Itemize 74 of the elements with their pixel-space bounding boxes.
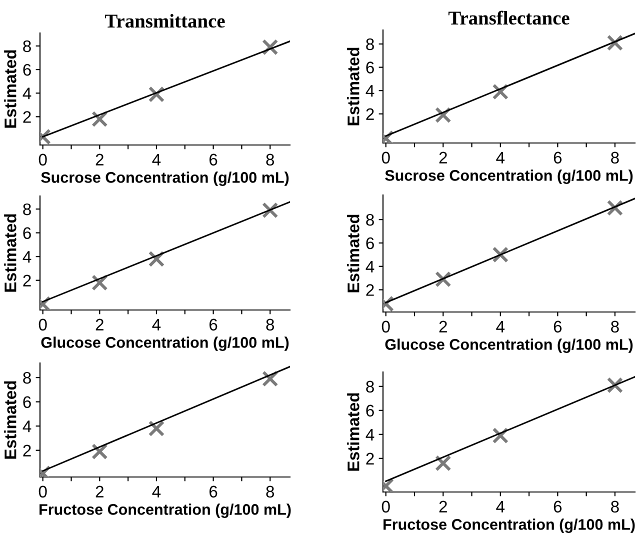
y-tick-label: 8 xyxy=(23,40,31,52)
point xyxy=(262,202,278,218)
y-tick-label: 4 xyxy=(366,260,374,272)
x-tick-label: 6 xyxy=(210,154,218,166)
x-tick-label: 4 xyxy=(496,500,505,512)
x-tick-label: 0 xyxy=(38,154,47,166)
x-tick-label: 2 xyxy=(96,486,104,498)
y-tick-label: 4 xyxy=(22,88,32,100)
x-tick-label: 8 xyxy=(611,500,619,513)
y-tick-label: 2 xyxy=(23,274,31,286)
point xyxy=(492,84,509,100)
x-tick-label: 0 xyxy=(38,318,47,331)
x-axis-title: Glucose Concentration (g/100 mL) xyxy=(385,338,633,353)
y-tick-label: 8 xyxy=(366,380,374,393)
x-tick-label: 0 xyxy=(38,486,47,498)
x-tick-label: 6 xyxy=(554,500,562,513)
y-axis-title: Estimated xyxy=(347,48,360,126)
x-tick-label: 6 xyxy=(210,318,218,331)
x-tick-label: 4 xyxy=(152,486,161,498)
point xyxy=(435,106,452,124)
x-tick-label: 6 xyxy=(554,320,562,333)
y-tick-label: 4 xyxy=(366,85,374,97)
x-tick-label: 4 xyxy=(152,154,161,166)
y-tick-label: 2 xyxy=(366,284,374,296)
y-tick-label: 8 xyxy=(366,214,374,226)
x-axis-title: Sucrose Concentration (g/100 mL) xyxy=(41,172,289,186)
chart-title: Transmittance xyxy=(104,14,225,28)
x-tick-label: 0 xyxy=(382,500,390,513)
y-tick-label: 8 xyxy=(23,372,31,384)
y-tick-label: 6 xyxy=(366,237,374,250)
point xyxy=(492,427,509,444)
x-tick-label: 0 xyxy=(382,152,390,164)
y-tick-label: 6 xyxy=(23,227,31,240)
x-tick-label: 6 xyxy=(554,152,562,164)
y-tick-label: 6 xyxy=(23,64,31,76)
y-tick-label: 4 xyxy=(22,420,32,432)
x-tick-label: 2 xyxy=(439,152,447,164)
y-tick-label: 2 xyxy=(23,444,31,456)
y-tick-label: 4 xyxy=(366,428,374,440)
x-axis-title: Fructose Concentration (g/100 mL) xyxy=(384,518,635,533)
x-axis-title: Sucrose Concentration (g/100 mL) xyxy=(385,170,633,184)
x-tick-label: 8 xyxy=(266,318,274,331)
y-axis-title: Estimated xyxy=(4,381,16,459)
x-tick-label: 4 xyxy=(152,318,161,330)
chart-title: Transflectance xyxy=(448,10,570,25)
y-tick-label: 2 xyxy=(23,111,31,123)
x-tick-label: 8 xyxy=(266,154,274,166)
y-tick-label: 8 xyxy=(23,203,31,216)
y-tick-label: 8 xyxy=(366,38,374,50)
y-tick-label: 6 xyxy=(23,396,31,408)
x-tick-label: 2 xyxy=(96,318,104,330)
y-axis-title: Estimated xyxy=(4,214,16,292)
point xyxy=(606,200,624,216)
x-axis-title: Glucose Concentration (g/100 mL) xyxy=(41,336,289,351)
y-tick-label: 2 xyxy=(366,452,374,464)
x-tick-label: 4 xyxy=(496,152,505,164)
point xyxy=(435,271,452,288)
x-axis-title: Fructose Concentration (g/100 mL) xyxy=(40,504,291,518)
x-tick-label: 2 xyxy=(439,320,447,332)
x-tick-label: 8 xyxy=(611,320,619,333)
y-tick-label: 6 xyxy=(366,404,374,417)
x-tick-label: 6 xyxy=(210,486,218,498)
y-tick-label: 2 xyxy=(366,108,374,120)
x-tick-label: 2 xyxy=(439,500,447,512)
x-tick-label: 4 xyxy=(496,320,505,332)
x-tick-label: 0 xyxy=(382,320,390,333)
y-axis-title: Estimated xyxy=(4,50,16,128)
x-tick-label: 8 xyxy=(611,152,619,164)
y-tick-label: 6 xyxy=(366,62,374,74)
x-tick-label: 8 xyxy=(266,486,274,498)
y-axis-title: Estimated xyxy=(347,214,360,292)
x-tick-label: 2 xyxy=(96,154,104,166)
y-axis-title: Estimated xyxy=(347,393,360,471)
y-tick-label: 4 xyxy=(22,251,32,263)
